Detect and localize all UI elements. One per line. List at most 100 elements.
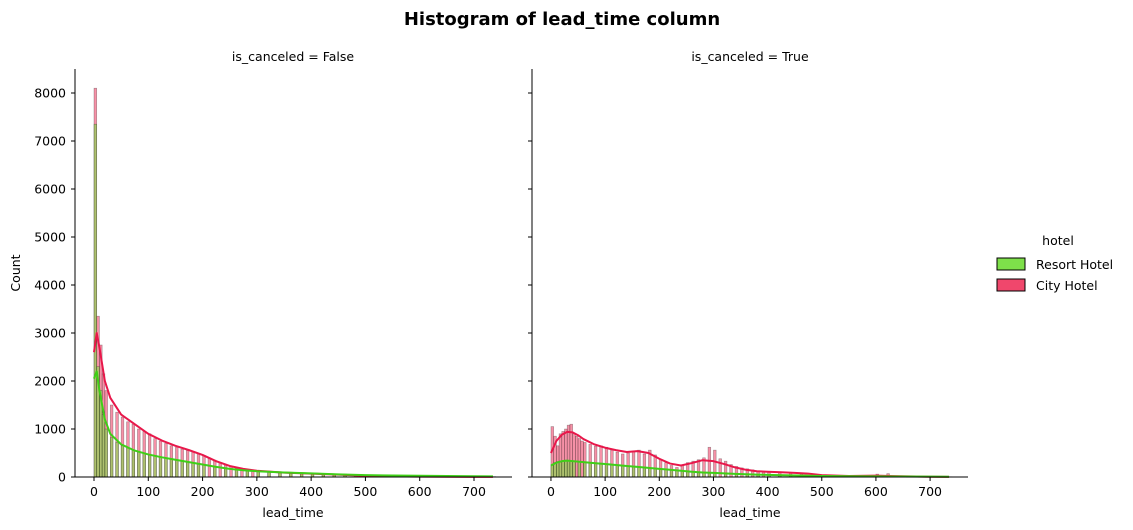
bar-resort-hotel-not-canceled xyxy=(180,460,184,478)
facet-not-canceled: is_canceled = False 0 100 200 300 400 500 600 7… xyxy=(8,49,512,520)
x-tick-label-canceled: 500 xyxy=(810,484,834,499)
legend-label-city-hotel: City Hotel xyxy=(1036,278,1098,293)
bar-resort-hotel-not-canceled xyxy=(153,455,157,478)
bar-resort-hotel-not-canceled xyxy=(185,461,190,478)
bar-resort-hotel-canceled xyxy=(588,462,592,478)
bar-resort-hotel-not-canceled xyxy=(101,414,106,478)
y-tick-label: 8000 xyxy=(34,86,66,101)
legend-label-resort-hotel: Resort Hotel xyxy=(1036,257,1113,272)
bar-resort-hotel-canceled xyxy=(564,459,568,478)
x-tick-label-not-canceled: 400 xyxy=(299,484,323,499)
bar-resort-hotel-canceled xyxy=(599,463,603,478)
x-tick-label-canceled: 200 xyxy=(647,484,671,499)
bar-city-hotel-canceled xyxy=(575,435,579,478)
x-tick-label-not-canceled: 700 xyxy=(462,484,486,499)
x-tick-label-canceled: 700 xyxy=(918,484,942,499)
facet-title-not-canceled: is_canceled = False xyxy=(232,49,354,64)
bar-city-hotel-canceled xyxy=(718,458,722,478)
bar-resort-hotel-not-canceled xyxy=(131,449,136,478)
y-tick-label: 2000 xyxy=(34,374,66,389)
bar-resort-hotel-canceled xyxy=(610,464,614,478)
bar-resort-hotel-not-canceled xyxy=(158,456,163,478)
bar-resort-hotel-canceled xyxy=(583,461,587,478)
bar-resort-hotel-canceled xyxy=(615,464,619,478)
bar-city-hotel-not-canceled xyxy=(218,462,222,478)
bar-resort-hotel-not-canceled xyxy=(126,447,130,478)
facet-title-canceled: is_canceled = True xyxy=(691,49,809,64)
kde-line-resort-hotel-not-canceled xyxy=(93,370,494,478)
bar-resort-hotel-canceled xyxy=(637,466,641,478)
y-tick-label: 6000 xyxy=(34,182,66,197)
x-tick-label-canceled: 600 xyxy=(864,484,888,499)
x-tick-label-not-canceled: 0 xyxy=(90,484,98,499)
x-axis-label-not-canceled: lead_time xyxy=(262,505,324,520)
bar-resort-hotel-canceled xyxy=(577,461,582,478)
x-tick-label-not-canceled: 100 xyxy=(136,484,160,499)
x-tick-label-not-canceled: 300 xyxy=(245,484,269,499)
y-tick-label: 4000 xyxy=(34,278,66,293)
bar-resort-hotel-not-canceled xyxy=(104,428,108,478)
bar-resort-hotel-canceled xyxy=(561,460,565,478)
x-tick-label-canceled: 300 xyxy=(702,484,726,499)
y-tick-label: 7000 xyxy=(34,134,66,149)
bar-city-hotel-canceled xyxy=(580,440,584,478)
bar-resort-hotel-not-canceled xyxy=(120,445,125,478)
kde-lines-canceled xyxy=(550,430,950,478)
histogram-bars-not-canceled xyxy=(93,87,497,478)
bar-resort-hotel-canceled xyxy=(658,468,663,478)
axes-canceled: 0 100 200 300 400 500 600 700 xyxy=(528,69,968,499)
kde-line-city-hotel-canceled xyxy=(550,430,950,478)
bar-resort-hotel-canceled xyxy=(604,463,609,478)
x-tick-label-canceled: 100 xyxy=(593,484,617,499)
bar-resort-hotel-not-canceled xyxy=(202,464,206,478)
bar-resort-hotel-canceled xyxy=(572,460,576,478)
bar-resort-hotel-canceled xyxy=(626,465,630,478)
bar-resort-hotel-not-canceled xyxy=(175,459,179,478)
x-tick-label-not-canceled: 600 xyxy=(408,484,432,499)
bar-resort-hotel-canceled xyxy=(642,467,647,478)
bar-resort-hotel-not-canceled xyxy=(191,462,195,478)
bar-resort-hotel-canceled xyxy=(653,468,657,478)
bar-resort-hotel-not-canceled xyxy=(169,458,174,478)
bar-resort-hotel-not-canceled xyxy=(147,454,152,478)
bar-resort-hotel-not-canceled xyxy=(137,451,141,478)
bar-city-hotel-not-canceled xyxy=(207,457,212,478)
bar-resort-hotel-not-canceled xyxy=(109,437,114,478)
legend-swatch-city-hotel xyxy=(996,278,1026,292)
legend-swatch-resort-hotel xyxy=(996,257,1026,271)
histogram-bars-canceled xyxy=(550,423,953,478)
x-tick-label-not-canceled: 200 xyxy=(191,484,215,499)
bar-resort-hotel-canceled xyxy=(631,466,636,478)
bar-resort-hotel-not-canceled xyxy=(93,123,98,478)
legend-title: hotel xyxy=(1042,233,1074,248)
kde-lines-not-canceled xyxy=(93,332,494,478)
y-tick-label: 0 xyxy=(58,470,66,485)
bar-resort-hotel-canceled xyxy=(648,467,652,478)
y-tick-label: 5000 xyxy=(34,230,66,245)
axes-not-canceled: 0 100 200 300 400 500 600 700010002000300040005… xyxy=(34,69,512,499)
legend: hotel Resort Hotel City Hotel xyxy=(996,233,1113,293)
bar-resort-hotel-canceled xyxy=(556,461,560,478)
x-tick-label-not-canceled: 500 xyxy=(353,484,377,499)
bar-resort-hotel-not-canceled xyxy=(142,452,146,478)
bar-resort-hotel-not-canceled xyxy=(213,466,217,478)
figure-title: Histogram of lead_time column xyxy=(404,9,720,30)
bar-resort-hotel-not-canceled xyxy=(115,442,119,478)
x-tick-label-canceled: 0 xyxy=(547,484,555,499)
bar-resort-hotel-canceled xyxy=(566,460,571,478)
x-tick-label-canceled: 400 xyxy=(756,484,780,499)
y-axis-label: Count xyxy=(8,254,23,291)
kde-line-resort-hotel-canceled xyxy=(550,459,950,478)
y-tick-label: 3000 xyxy=(34,326,66,341)
bar-resort-hotel-canceled xyxy=(558,460,563,478)
bar-resort-hotel-canceled xyxy=(569,460,573,478)
y-tick-label: 1000 xyxy=(34,422,66,437)
bar-resort-hotel-canceled xyxy=(621,465,625,478)
bar-resort-hotel-not-canceled xyxy=(164,457,168,478)
facet-canceled: is_canceled = True 0 100 200 300 400 500 600 70… xyxy=(528,49,968,520)
bar-resort-hotel-canceled xyxy=(550,464,554,478)
bar-resort-hotel-canceled xyxy=(593,462,598,478)
bar-resort-hotel-not-canceled xyxy=(196,463,201,478)
x-axis-label-canceled: lead_time xyxy=(719,505,781,520)
